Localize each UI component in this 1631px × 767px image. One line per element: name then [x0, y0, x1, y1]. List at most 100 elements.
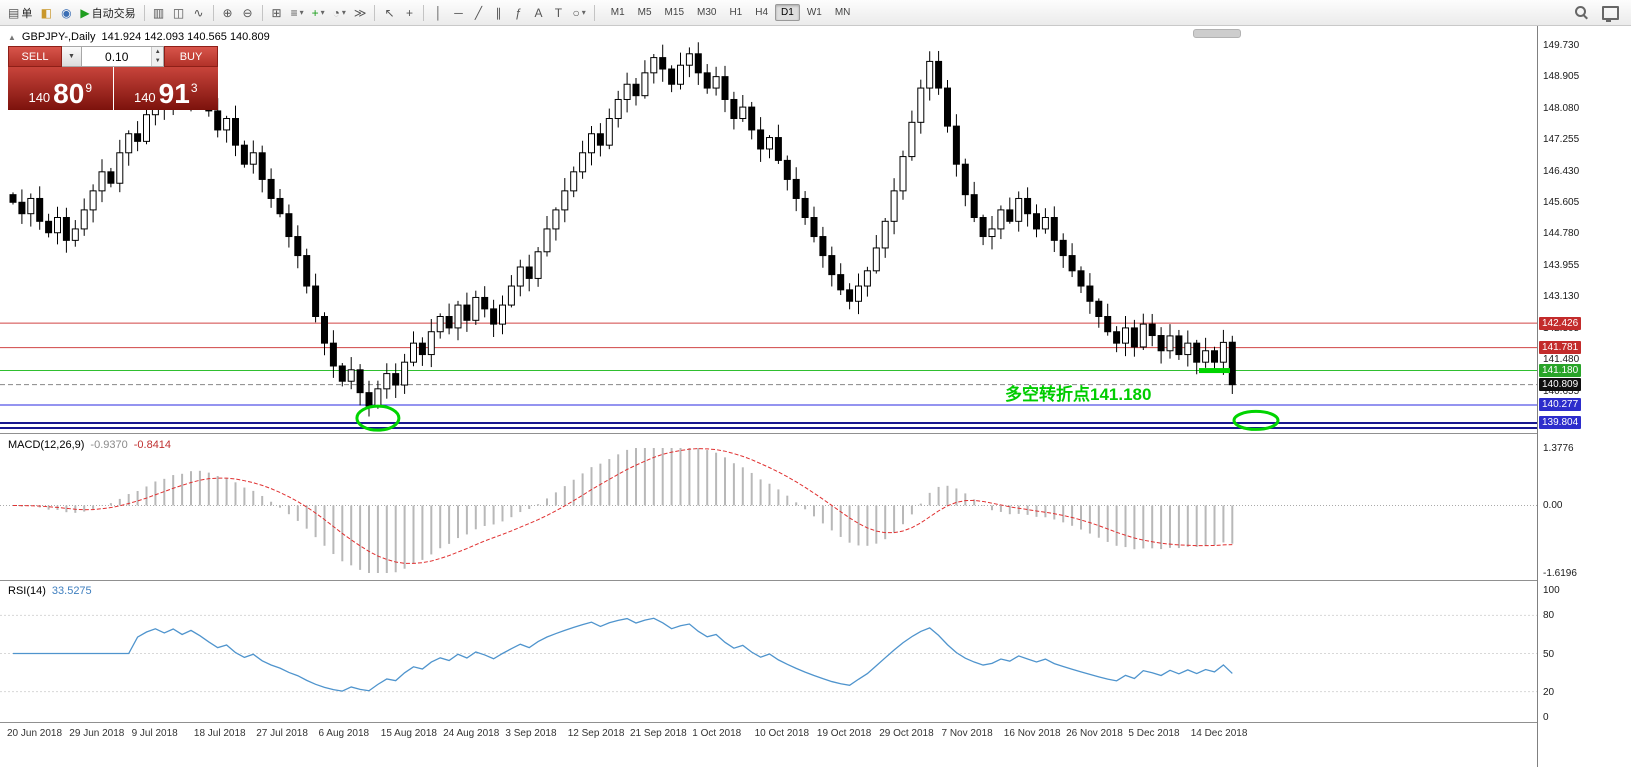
timeframe-h1[interactable]: H1 [723, 4, 748, 21]
candle [1006, 209, 1014, 222]
candle [267, 178, 275, 199]
highlight-ellipse[interactable] [1232, 409, 1280, 431]
chart-shift-button[interactable]: ≫ [350, 3, 371, 23]
timeframe-d1[interactable]: D1 [775, 4, 800, 21]
candle [71, 228, 79, 241]
candle [9, 194, 17, 203]
timeframe-mn[interactable]: MN [829, 4, 857, 21]
candle [952, 125, 960, 165]
zoom-in-icon: ⊕ [222, 5, 233, 20]
crosshair-button[interactable]: + [399, 3, 419, 23]
community-button[interactable]: ◉ [56, 3, 76, 23]
ask-price[interactable]: 140 91 3 [113, 67, 218, 110]
quotes-button[interactable]: ◧ [36, 3, 56, 23]
candle [463, 304, 471, 321]
macd-axis-label: -1.6196 [1543, 568, 1577, 579]
crosshair-icon: + [405, 5, 413, 20]
candle [970, 194, 978, 219]
candle [445, 315, 453, 329]
trendline-button[interactable]: ╱ [468, 3, 488, 23]
time-axis[interactable]: 20 Jun 2018 29 Jun 2018 9 Jul 2018 18 Jul 2… [0, 724, 1537, 746]
rsi-axis-label: 20 [1543, 686, 1555, 698]
candle [481, 296, 489, 310]
horizontal-line-button[interactable]: ─ [448, 3, 468, 23]
candle [908, 121, 916, 158]
sell-button[interactable]: SELL [8, 46, 62, 67]
timeframe-m30[interactable]: M30 [691, 4, 722, 21]
volume-decrease-button[interactable]: ▼ [152, 56, 163, 66]
fibonacci-button[interactable]: ƒ [508, 3, 528, 23]
candle [285, 213, 293, 238]
candle [543, 228, 551, 253]
zoom-in-button[interactable]: ⊕ [218, 3, 238, 23]
highlight-ellipse[interactable] [355, 404, 401, 432]
candle [596, 133, 604, 146]
timeframe-m5[interactable]: M5 [632, 4, 658, 21]
toolbar-separator [143, 4, 145, 21]
candle [890, 190, 898, 222]
new-chart-button[interactable]: + ▾ [308, 3, 329, 23]
bar-chart-button[interactable]: ▥ [149, 3, 169, 23]
indicators-icon: ≡ [290, 5, 298, 20]
candle [801, 197, 809, 219]
label-button[interactable]: T [548, 3, 568, 23]
vertical-line-button[interactable]: │ [428, 3, 448, 23]
volume-increase-button[interactable]: ▲ [152, 47, 163, 57]
timeframe-w1[interactable]: W1 [801, 4, 828, 21]
candle [410, 342, 417, 363]
toolbar-separator [423, 4, 425, 21]
community-icon: ◉ [61, 5, 72, 20]
candle [1175, 335, 1183, 356]
breakout-level-mark[interactable] [1199, 368, 1230, 374]
candle [303, 255, 311, 287]
autotrading-icon: ▶ [80, 5, 90, 20]
candle [757, 129, 765, 150]
date-label: 6 Aug 2018 [318, 728, 370, 739]
fullscreen-button[interactable] [1598, 3, 1623, 23]
timeframe-m15[interactable]: M15 [659, 4, 690, 21]
candle [89, 190, 97, 211]
chart-scrollbar[interactable] [1193, 29, 1241, 38]
ask-main: 91 [158, 78, 190, 109]
shapes-button[interactable]: ○ ▾ [568, 3, 589, 23]
candle [837, 274, 845, 291]
buy-button[interactable]: BUY [164, 46, 218, 67]
caret-down-icon: ▾ [299, 8, 304, 17]
sell-options-button[interactable]: ▼ [62, 46, 82, 67]
timeframe-m1[interactable]: M1 [605, 4, 631, 21]
date-label: 24 Aug 2018 [443, 728, 500, 739]
rsi-value: 33.5275 [51, 585, 92, 597]
price-axis-label: 141.480 [1543, 354, 1580, 366]
price-axis-label: 140.655 [1543, 385, 1580, 397]
candle [846, 289, 854, 302]
candle [507, 285, 515, 306]
annotation-layer [355, 368, 1280, 432]
cursor-button[interactable]: ↖ [379, 3, 399, 23]
autotrading-button[interactable]: ▶ 自动交易 [76, 3, 139, 23]
text-button[interactable]: A [528, 3, 548, 23]
line-chart-button[interactable]: ∿ [189, 3, 209, 23]
timeframe-h4[interactable]: H4 [749, 4, 774, 21]
candle [98, 171, 106, 192]
bid-pip: 9 [85, 81, 93, 95]
volume-input[interactable] [81, 47, 152, 66]
profiles-button[interactable]: ◔ ▾ [329, 3, 350, 23]
shapes-icon: ○ [572, 5, 580, 20]
new-order-button[interactable]: ▤ 单 [4, 3, 36, 23]
trendline-icon: ╱ [474, 5, 483, 20]
line-chart-icon: ∿ [193, 5, 204, 20]
zoom-out-button[interactable]: ⊖ [238, 3, 258, 23]
channel-button[interactable]: ∥ [488, 3, 508, 23]
price-axis-label: 145.605 [1543, 197, 1580, 209]
chart-canvas[interactable] [0, 26, 1537, 767]
tile-windows-button[interactable]: ⊞ [267, 3, 287, 23]
candle [552, 209, 560, 230]
search-button[interactable] [1571, 3, 1592, 23]
candle [329, 342, 337, 367]
date-label: 14 Dec 2018 [1190, 728, 1248, 739]
bid-price[interactable]: 140 80 9 [8, 67, 114, 110]
candle [232, 118, 239, 146]
indicators-button[interactable]: ≡ ▾ [287, 3, 308, 23]
candlestick-chart-button[interactable]: ◫ [169, 3, 189, 23]
price-axis[interactable]: 149.730 148.905 148.080 147.255 146.430 145.6… [1537, 26, 1631, 767]
